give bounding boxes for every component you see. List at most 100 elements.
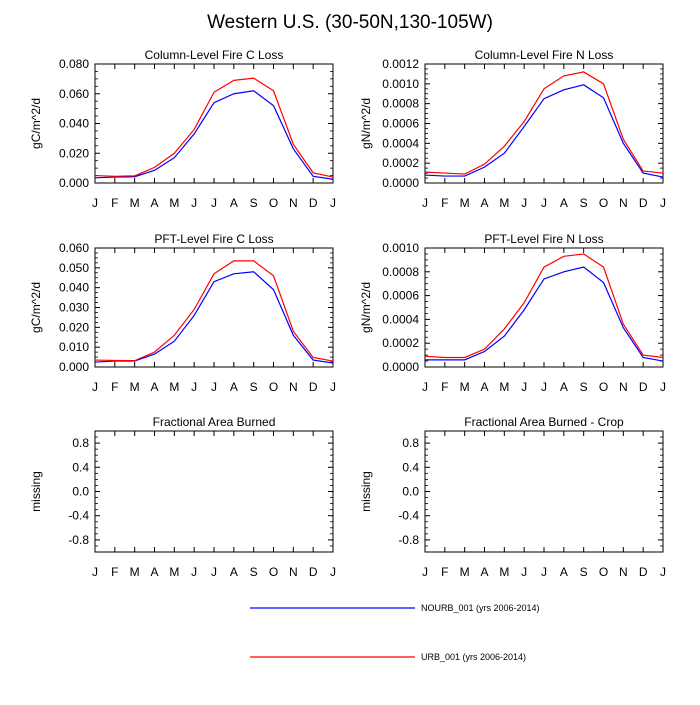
x-tick-label: J: [660, 196, 666, 210]
x-tick-label: S: [250, 380, 258, 394]
y-tick-label: -0.4: [68, 509, 89, 523]
x-tick-label: J: [541, 565, 547, 579]
series-line: [425, 266, 664, 362]
x-tick-label: O: [269, 380, 278, 394]
x-tick-label: O: [269, 565, 278, 579]
x-tick-label: A: [230, 380, 238, 394]
x-tick-label: F: [111, 380, 118, 394]
legend-label: NOURB_001 (yrs 2006-2014): [421, 603, 540, 613]
y-tick-label: 0.040: [59, 117, 89, 131]
legend-entry: NOURB_001 (yrs 2006-2014): [250, 603, 540, 613]
chart-panel-6: Fractional Area Burned - Crop missing -0.8…: [359, 415, 666, 579]
x-tick-label: A: [150, 565, 158, 579]
series-line: [94, 271, 334, 364]
y-tick-label: 0.0006: [382, 289, 419, 303]
x-tick-label: O: [599, 380, 608, 394]
x-tick-label: J: [211, 196, 217, 210]
x-tick-label: M: [130, 380, 140, 394]
x-tick-label: S: [580, 380, 588, 394]
y-tick-label: 0.0008: [382, 265, 419, 279]
y-tick-label: 0.0002: [382, 336, 419, 350]
x-tick-label: J: [330, 565, 336, 579]
x-tick-label: A: [230, 565, 238, 579]
x-tick-label: M: [169, 196, 179, 210]
x-tick-label: J: [191, 565, 197, 579]
x-tick-label: J: [541, 196, 547, 210]
x-tick-label: M: [499, 380, 509, 394]
chart-title: PFT-Level Fire C Loss: [154, 232, 273, 246]
y-tick-label: 0.8: [402, 436, 419, 450]
x-tick-label: J: [191, 196, 197, 210]
y-tick-label: 0.8: [72, 436, 89, 450]
series-line: [424, 84, 664, 178]
chart-title: Fractional Area Burned: [153, 415, 276, 429]
y-tick-label: -0.8: [68, 533, 89, 547]
x-tick-label: N: [289, 380, 298, 394]
y-tick-label: 0.4: [72, 460, 89, 474]
y-axis-label: gC/m^2/d: [29, 282, 43, 333]
chart-panel-5: Fractional Area Burned missing -0.8 -0.4 0.0…: [29, 415, 336, 579]
x-tick-label: N: [289, 196, 298, 210]
x-tick-label: J: [660, 565, 666, 579]
x-tick-label: J: [330, 196, 336, 210]
y-tick-label: -0.8: [398, 533, 419, 547]
x-tick-label: F: [441, 196, 448, 210]
x-tick-label: A: [560, 380, 568, 394]
y-tick-label: 0.0008: [382, 97, 419, 111]
chart-panel-4: PFT-Level Fire N Loss gN/m^2/d 0.0000 0.000…: [359, 232, 666, 394]
x-tick-label: N: [619, 565, 628, 579]
x-tick-label: M: [130, 565, 140, 579]
chart-panel-1: Column-Level Fire C Loss gC/m^2/d 0.000 0.0…: [29, 48, 336, 210]
x-tick-label: M: [169, 565, 179, 579]
plot-frame: [94, 247, 334, 368]
x-tick-label: J: [191, 380, 197, 394]
chart-panel-2: Column-Level Fire N Loss gN/m^2/d 0.0000 0.…: [359, 48, 666, 210]
series-line: [94, 77, 334, 178]
y-tick-label: 0.000: [59, 176, 89, 190]
y-tick-label: 0.0002: [382, 156, 419, 170]
chart-title: Column-Level Fire N Loss: [475, 48, 614, 62]
y-tick-label: 0.010: [59, 340, 89, 354]
x-tick-label: J: [211, 380, 217, 394]
x-tick-label: A: [230, 196, 238, 210]
x-tick-label: J: [521, 565, 527, 579]
y-tick-label: 0.020: [59, 320, 89, 334]
x-tick-label: A: [150, 196, 158, 210]
x-tick-label: M: [169, 380, 179, 394]
x-tick-label: S: [250, 196, 258, 210]
x-tick-label: A: [480, 565, 488, 579]
y-tick-label: 0.000: [59, 360, 89, 374]
chart-title: Fractional Area Burned - Crop: [464, 415, 624, 429]
x-tick-label: A: [560, 196, 568, 210]
y-tick-label: 0.0000: [382, 360, 419, 374]
series-line: [424, 71, 664, 175]
y-tick-label: 0.060: [59, 241, 89, 255]
x-tick-label: J: [660, 380, 666, 394]
y-tick-label: 0.030: [59, 301, 89, 315]
x-tick-label: J: [541, 380, 547, 394]
plot-frame: [424, 63, 664, 184]
y-axis-label: missing: [359, 471, 373, 512]
plot-frame: [94, 430, 334, 553]
y-axis-label: missing: [29, 471, 43, 512]
y-tick-label: 0.0: [72, 485, 89, 499]
plot-frame: [424, 247, 664, 368]
plot-frame: [94, 63, 334, 184]
legend-entry: URB_001 (yrs 2006-2014): [250, 652, 526, 662]
x-tick-label: M: [460, 196, 470, 210]
x-tick-label: M: [460, 380, 470, 394]
x-tick-label: F: [441, 380, 448, 394]
x-tick-label: M: [130, 196, 140, 210]
x-tick-label: J: [521, 196, 527, 210]
y-axis-label: gN/m^2/d: [359, 282, 373, 333]
x-tick-label: D: [309, 380, 318, 394]
y-tick-label: 0.040: [59, 281, 89, 295]
x-tick-label: J: [422, 380, 428, 394]
x-tick-label: S: [580, 196, 588, 210]
y-axis-label: gC/m^2/d: [29, 98, 43, 149]
series-line: [94, 260, 334, 362]
x-tick-label: J: [92, 565, 98, 579]
x-tick-label: N: [289, 565, 298, 579]
